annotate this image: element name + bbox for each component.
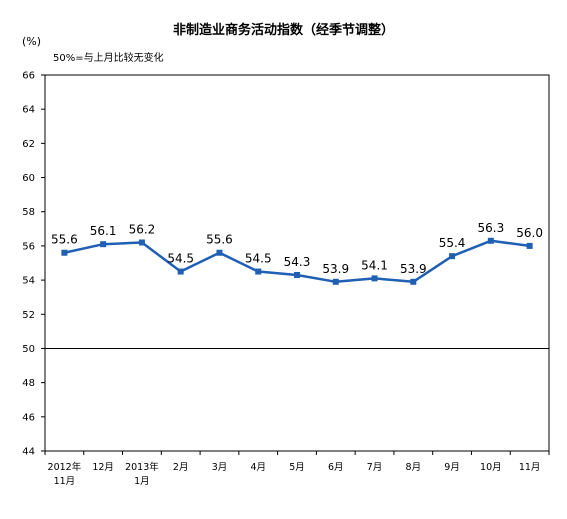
chart-title: 非制造业商务活动指数（经季节调整） — [172, 23, 394, 38]
y-tick-label: 54 — [22, 276, 35, 287]
y-tick-label: 56 — [22, 241, 35, 252]
data-label: 54.5 — [167, 252, 194, 266]
x-tick-label: 5月 — [289, 462, 305, 473]
x-tick-label: 2月 — [173, 462, 189, 473]
y-tick-label: 58 — [22, 207, 35, 218]
chart-annotation: 50%=与上月比较无变化 — [53, 53, 164, 64]
y-tick-label: 64 — [22, 105, 35, 116]
x-tick-label: 3月 — [212, 462, 228, 473]
x-tick-label: 11月 — [54, 476, 76, 487]
data-point — [410, 278, 417, 285]
y-tick-label: 52 — [22, 310, 35, 321]
x-tick-label: 11月 — [519, 462, 541, 473]
data-label: 53.9 — [322, 262, 349, 276]
data-point — [138, 239, 145, 246]
y-tick-label: 44 — [22, 447, 35, 458]
y-tick-label: 60 — [22, 173, 35, 184]
data-label: 54.1 — [361, 258, 388, 272]
data-point — [61, 249, 68, 256]
y-tick-label: 66 — [22, 71, 35, 82]
y-tick-label: 46 — [22, 412, 35, 423]
data-label: 56.0 — [516, 226, 543, 240]
data-point — [487, 237, 494, 244]
x-tick-label: 9月 — [444, 462, 460, 473]
x-tick-label: 6月 — [328, 462, 344, 473]
data-label: 56.3 — [477, 221, 504, 235]
y-unit-label: (%) — [22, 35, 42, 48]
data-label: 56.1 — [90, 224, 117, 238]
data-label: 54.5 — [245, 252, 272, 266]
data-point — [177, 268, 184, 275]
plot-frame — [44, 74, 550, 452]
x-tick-label: 7月 — [367, 462, 383, 473]
data-label: 54.3 — [284, 255, 311, 269]
x-tick-label: 4月 — [250, 462, 266, 473]
x-tick-label: 2012年 — [48, 461, 82, 473]
data-point — [449, 253, 456, 260]
data-point — [216, 249, 223, 256]
data-label: 55.4 — [439, 236, 466, 250]
x-tick-label: 12月 — [92, 462, 114, 473]
data-point — [526, 242, 533, 249]
data-point — [100, 241, 107, 248]
y-tick-label: 62 — [22, 139, 35, 150]
x-tick-label: 10月 — [480, 462, 502, 473]
data-point — [371, 275, 378, 282]
x-tick-label: 2013年 — [125, 461, 159, 473]
x-tick-label: 8月 — [406, 462, 422, 473]
x-tick-label: 1月 — [134, 476, 150, 487]
data-label: 53.9 — [400, 262, 427, 276]
data-point — [294, 271, 300, 278]
data-point — [255, 268, 262, 275]
data-label: 55.6 — [206, 233, 233, 247]
y-tick-label: 50 — [22, 344, 35, 355]
data-label: 55.6 — [51, 233, 78, 247]
data-point — [332, 278, 339, 285]
y-tick-label: 48 — [22, 378, 35, 389]
data-label: 56.2 — [129, 222, 156, 236]
